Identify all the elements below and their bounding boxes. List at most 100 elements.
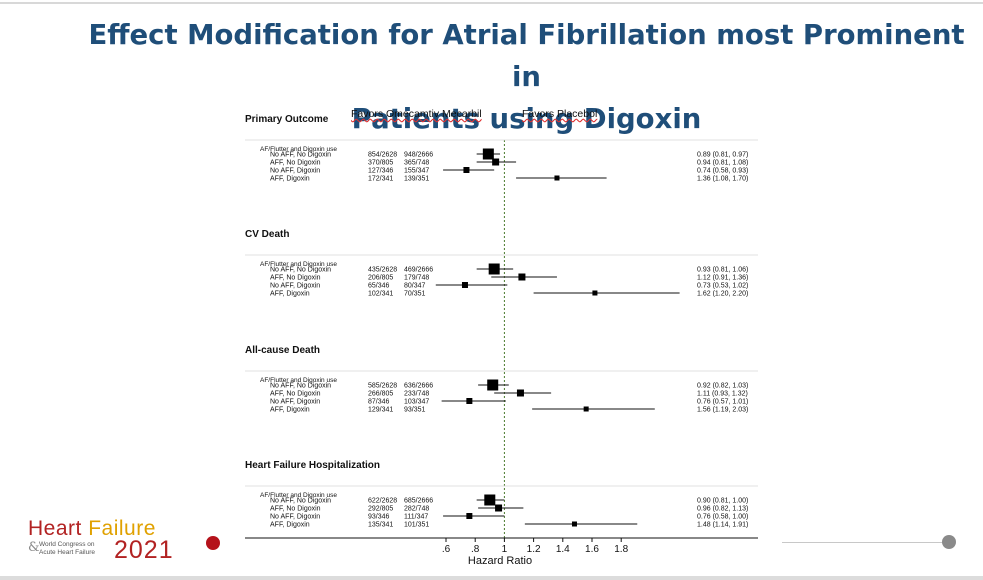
row-count-omecamtiv: 622/2628 bbox=[368, 498, 397, 505]
row-hazard-ratio-ci: 1.56 (1.19, 2.03) bbox=[697, 407, 748, 414]
hazard-ratio-marker bbox=[461, 282, 468, 288]
row-hazard-ratio-ci: 1.12 (0.91, 1.36) bbox=[697, 275, 748, 282]
hazard-ratio-marker bbox=[466, 513, 473, 519]
row-hazard-ratio-ci: 1.48 (1.14, 1.91) bbox=[697, 522, 748, 529]
row-count-placebo: 139/351 bbox=[404, 176, 429, 183]
row-label: No AFF, No Digoxin bbox=[270, 152, 331, 159]
row-hazard-ratio-ci: 1.36 (1.08, 1.70) bbox=[697, 176, 748, 183]
row-count-placebo: 469/2666 bbox=[404, 267, 433, 274]
row-hazard-ratio-ci: 1.11 (0.93, 1.32) bbox=[697, 391, 748, 398]
hazard-ratio-marker bbox=[492, 158, 500, 166]
row-count-omecamtiv: 127/346 bbox=[368, 168, 393, 175]
row-count-placebo: 636/2666 bbox=[404, 383, 433, 390]
row-label: No AFF, No Digoxin bbox=[270, 267, 331, 274]
slide-progress-track[interactable] bbox=[782, 542, 946, 543]
x-tick-label: .8 bbox=[471, 544, 480, 555]
logo-heart-failure-text: Heart Failure bbox=[28, 517, 156, 541]
row-count-omecamtiv: 585/2628 bbox=[368, 383, 397, 390]
panel-group-label: AF/Flutter and Digoxin use bbox=[260, 492, 337, 499]
row-count-omecamtiv: 102/341 bbox=[368, 291, 393, 298]
row-count-placebo: 80/347 bbox=[404, 283, 426, 290]
row-count-placebo: 70/351 bbox=[404, 291, 426, 298]
hazard-ratio-marker bbox=[484, 494, 496, 506]
logo-heart-word: Heart bbox=[28, 517, 89, 540]
row-label: AFF, No Digoxin bbox=[270, 160, 321, 167]
row-label: AFF, Digoxin bbox=[270, 176, 310, 183]
hazard-ratio-marker bbox=[487, 379, 499, 391]
row-label: No AFF, Digoxin bbox=[270, 283, 320, 290]
red-bullet-dot bbox=[206, 536, 220, 550]
row-count-placebo: 111/347 bbox=[404, 514, 428, 521]
row-label: AFF, Digoxin bbox=[270, 291, 310, 298]
row-count-omecamtiv: 135/341 bbox=[368, 522, 393, 529]
row-label: AFF, Digoxin bbox=[270, 407, 310, 414]
x-tick-label: 1.2 bbox=[527, 544, 541, 555]
row-hazard-ratio-ci: 0.89 (0.81, 0.97) bbox=[697, 152, 748, 159]
row-count-placebo: 685/2666 bbox=[404, 498, 433, 505]
favors-placebo-label: Favors Placebol bbox=[522, 108, 598, 120]
row-hazard-ratio-ci: 0.90 (0.81, 1.00) bbox=[697, 498, 748, 505]
row-count-placebo: 233/748 bbox=[404, 391, 429, 398]
hazard-ratio-marker bbox=[488, 263, 500, 275]
panel-group-label: AF/Flutter and Digoxin use bbox=[260, 261, 337, 268]
logo-wc-line-1: World Congress on bbox=[39, 541, 95, 548]
hazard-ratio-marker bbox=[592, 290, 598, 296]
hazard-ratio-marker bbox=[583, 406, 589, 412]
slide-title: Effect Modification for Atrial Fibrillat… bbox=[70, 14, 983, 140]
logo-wc-line-2: Acute Heart Failure bbox=[39, 548, 95, 556]
panel-title: Heart Failure Hospitalization bbox=[245, 460, 380, 471]
row-label: AFF, No Digoxin bbox=[270, 391, 321, 398]
row-hazard-ratio-ci: 0.76 (0.57, 1.01) bbox=[697, 399, 748, 406]
x-tick-label: 1.6 bbox=[585, 544, 599, 555]
row-label: AFF, Digoxin bbox=[270, 522, 310, 529]
heart-failure-2021-logo: Heart Failure & World Congress on Acute … bbox=[28, 517, 198, 567]
row-count-omecamtiv: 172/341 bbox=[368, 176, 393, 183]
row-label: AFF, No Digoxin bbox=[270, 506, 321, 513]
row-label: No AFF, No Digoxin bbox=[270, 383, 331, 390]
hazard-ratio-marker bbox=[463, 167, 470, 173]
logo-year: 2021 bbox=[114, 536, 174, 564]
row-count-placebo: 101/351 bbox=[404, 522, 429, 529]
row-label: No AFF, Digoxin bbox=[270, 399, 320, 406]
row-label: No AFF, Digoxin bbox=[270, 514, 320, 521]
row-hazard-ratio-ci: 0.76 (0.58, 1.00) bbox=[697, 514, 748, 521]
hazard-ratio-marker bbox=[518, 273, 526, 281]
row-count-placebo: 155/347 bbox=[404, 168, 429, 175]
row-label: No AFF, No Digoxin bbox=[270, 498, 331, 505]
logo-world-congress: World Congress on Acute Heart Failure bbox=[39, 541, 95, 556]
row-hazard-ratio-ci: 0.73 (0.53, 1.02) bbox=[697, 283, 748, 290]
row-hazard-ratio-ci: 0.94 (0.81, 1.08) bbox=[697, 160, 748, 167]
row-count-placebo: 93/351 bbox=[404, 407, 426, 414]
panel-title: Primary Outcome bbox=[245, 114, 329, 125]
row-hazard-ratio-ci: 1.62 (1.20, 2.20) bbox=[697, 291, 748, 298]
row-count-omecamtiv: 435/2628 bbox=[368, 267, 397, 274]
row-count-omecamtiv: 87/346 bbox=[368, 399, 390, 406]
row-count-placebo: 365/748 bbox=[404, 160, 429, 167]
row-count-omecamtiv: 292/805 bbox=[368, 506, 393, 513]
x-tick-label: 1.8 bbox=[614, 544, 628, 555]
bottom-edge bbox=[0, 576, 983, 580]
row-label: AFF, No Digoxin bbox=[270, 275, 321, 282]
slide-title-line-2: Patients using Digoxin bbox=[351, 103, 702, 135]
slide-progress-knob[interactable] bbox=[942, 535, 956, 549]
logo-failure-word: Failure bbox=[88, 517, 156, 540]
x-axis-label: Hazard Ratio bbox=[468, 555, 532, 567]
hazard-ratio-marker bbox=[466, 398, 473, 404]
row-count-placebo: 103/347 bbox=[404, 399, 429, 406]
row-count-placebo: 179/748 bbox=[404, 275, 429, 282]
row-count-omecamtiv: 65/346 bbox=[368, 283, 390, 290]
panel-group-label: AF/Flutter and Digoxin use bbox=[260, 377, 337, 384]
row-count-omecamtiv: 370/805 bbox=[368, 160, 393, 167]
row-count-omecamtiv: 266/805 bbox=[368, 391, 393, 398]
row-count-placebo: 282/748 bbox=[404, 506, 429, 513]
row-count-omecamtiv: 206/805 bbox=[368, 275, 393, 282]
favors-omecamtiv-label: Favors Omecamtiv Mecarbil bbox=[351, 108, 482, 120]
top-rule bbox=[0, 2, 983, 4]
hazard-ratio-marker bbox=[495, 504, 503, 512]
panel-title: All-cause Death bbox=[245, 345, 320, 356]
row-count-omecamtiv: 93/346 bbox=[368, 514, 390, 521]
panel-group-label: AF/Flutter and Digoxin use bbox=[260, 146, 337, 153]
row-count-placebo: 948/2666 bbox=[404, 152, 433, 159]
